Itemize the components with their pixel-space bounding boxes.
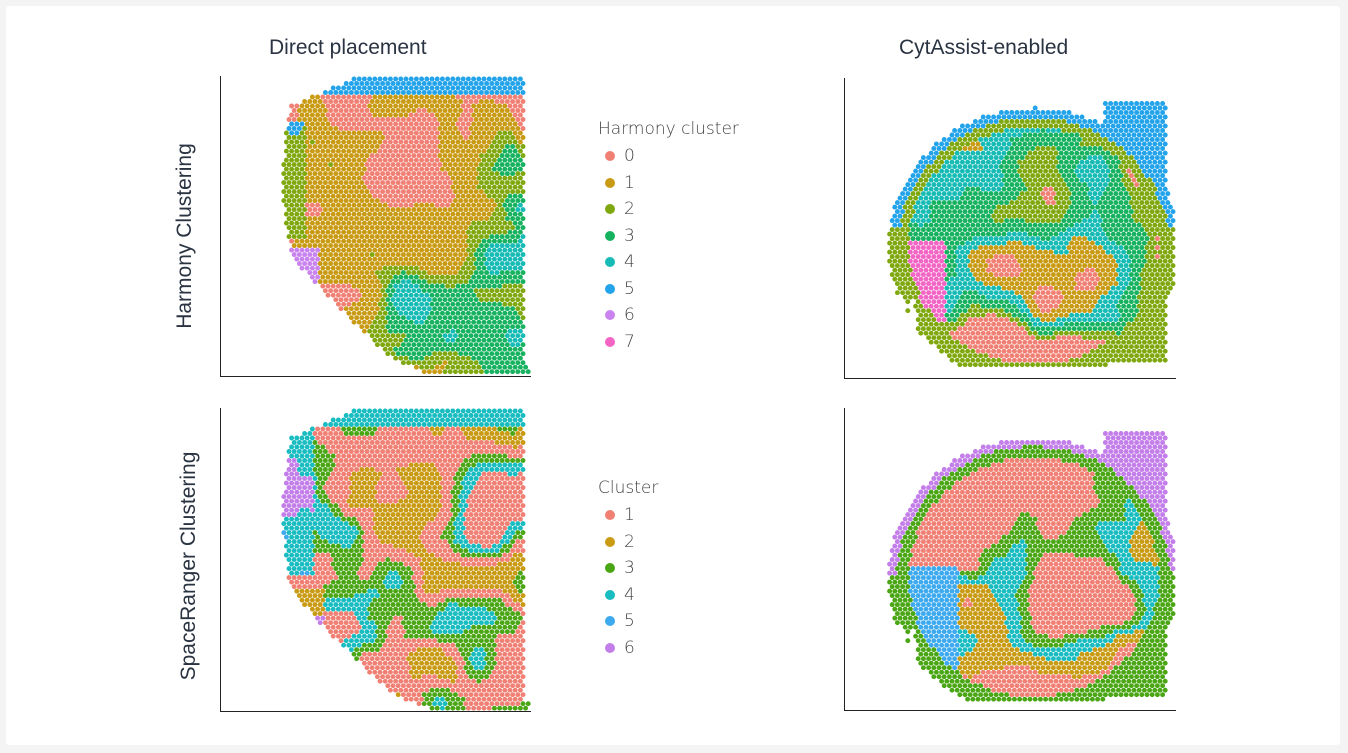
legend-label: 1 [624,505,635,526]
legend-item: 5 [598,276,739,303]
legend-swatch [605,589,615,600]
legend-swatch [605,204,615,215]
legend-swatch [605,230,615,241]
legend-item: 3 [598,555,658,582]
panel-direct-spaceranger-spatial-plot [281,408,531,711]
column-title-cytassist-enabled: CytAssist-enabled [899,36,1069,59]
legend-item: 4 [598,582,658,609]
panel-cytassist-harmony-x-axis [844,378,1176,380]
column-title-direct-placement: Direct placement [269,36,427,59]
legend-item: 6 [598,302,739,329]
legend-item: 6 [598,635,658,662]
legend-item: 4 [598,249,739,276]
legend-item: 0 [598,143,739,170]
legend-item: 1 [598,170,739,197]
legend-item: 3 [598,223,739,250]
legend-swatch [605,283,615,294]
legend-label: 3 [624,225,635,246]
legend-item: 1 [598,502,658,529]
legend-label: 5 [624,278,635,299]
panel-direct-spaceranger-y-axis [220,408,222,712]
legend-swatch [605,563,615,574]
legend-label: 6 [624,637,635,658]
legend-swatch [605,336,615,347]
panel-direct-spaceranger-x-axis [220,711,531,713]
panel-direct-harmony-x-axis [220,376,531,378]
legend-label: 4 [624,584,635,605]
legend-label: 2 [624,199,635,220]
legend-cluster: Cluster 1 2 3 4 5 6 [598,478,658,661]
legend-title: Cluster [598,478,659,498]
figure: Direct placement CytAssist-enabled Harmo… [6,6,1340,745]
legend-label: 2 [624,531,635,552]
row-title-harmony-clustering: Harmony Clustering [173,143,196,329]
legend-label: 4 [624,252,635,273]
panel-direct-harmony-y-axis [220,76,222,377]
legend-swatch [605,257,615,268]
row-title-spaceranger-clustering: SpaceRanger Clustering [177,451,200,681]
spot-layer [887,101,1176,368]
panel-direct-harmony-spatial-plot [281,76,531,375]
legend-item: 7 [598,329,739,356]
panel-cytassist-spaceranger-y-axis [844,408,846,711]
legend-swatch [605,151,615,162]
legend-item: 5 [598,608,658,635]
legend-swatch [605,536,615,547]
legend-swatch [605,616,615,627]
legend-title: Harmony cluster [598,119,739,139]
legend-item: 2 [598,529,658,556]
legend-harmony-cluster: Harmony cluster 0 1 2 3 4 5 6 7 [598,119,739,355]
spot-layer [281,76,531,375]
legend-label: 6 [624,305,635,326]
legend-swatch [605,642,615,653]
panel-cytassist-spaceranger-spatial-plot [887,431,1176,702]
spot-layer [281,408,531,711]
legend-swatch [605,310,615,321]
legend-label: 5 [624,611,635,632]
legend-label: 1 [624,172,635,193]
panel-cytassist-spaceranger-x-axis [844,710,1176,712]
panel-cytassist-harmony-spatial-plot [887,101,1176,368]
spot-layer [887,431,1176,702]
legend-swatch [605,510,615,521]
legend-label: 0 [624,146,635,167]
legend-label: 3 [624,558,635,579]
panel-cytassist-harmony-y-axis [844,78,846,379]
legend-label: 7 [624,331,635,352]
legend-item: 2 [598,196,739,223]
legend-swatch [605,177,615,188]
